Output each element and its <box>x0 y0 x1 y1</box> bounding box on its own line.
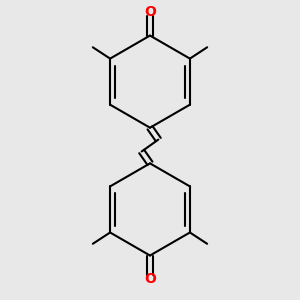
Text: O: O <box>144 272 156 286</box>
Text: O: O <box>144 5 156 20</box>
